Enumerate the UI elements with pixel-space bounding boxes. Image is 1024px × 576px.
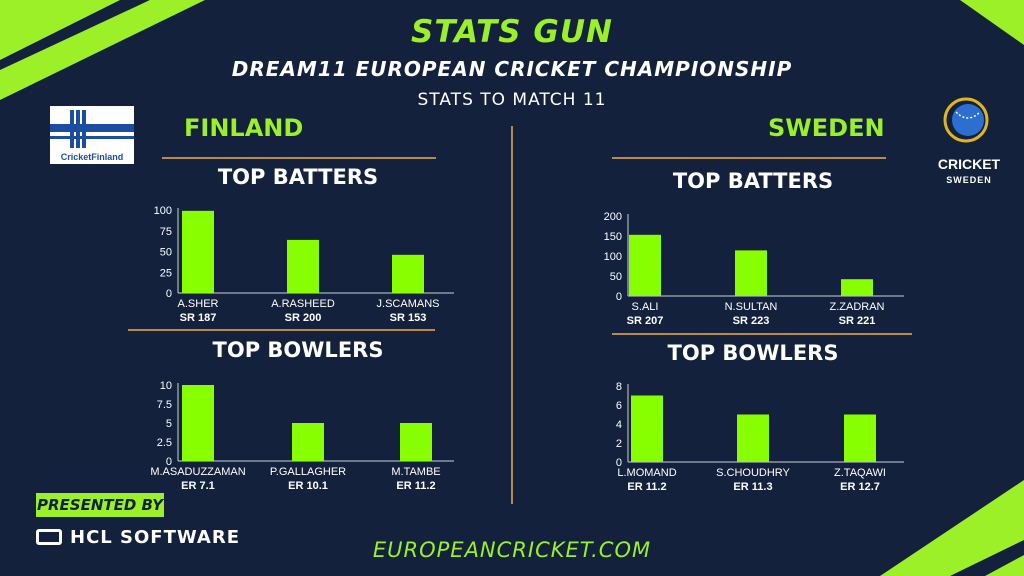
x-category-label: M.TAMBE [391,466,440,478]
chart-sweden-batters-svg: 0 50 100 150 200 S.ALI SR 207 N.SULTAN SR 223 Z.Z… [604,211,904,327]
finland-logo: CricketFinland [50,106,134,164]
y-tick-label: 5 [166,418,172,430]
y-tick-label: 75 [160,226,172,238]
y-tick-label: 50 [610,271,622,283]
stripe-bottom-right-2 [985,555,1024,576]
x-sublabel: SR 153 [390,312,427,324]
bar [737,414,769,462]
x-category-label: J.SCAMANS [377,298,440,310]
y-tick-label: 2 [616,438,622,450]
y-tick-label: 25 [160,267,172,279]
cricket-ball-icon: CRICKET SWEDEN [938,97,1001,185]
sweden-logo: CRICKET SWEDEN [924,96,1014,188]
x-sublabel: SR 207 [627,315,664,327]
x-category-label: Z.TAQAWI [834,467,886,479]
bar [292,423,324,461]
chart-finland-batters: 0 25 50 75 100 A.SHER SR 187 A.RASHEED SR 200 J.S… [138,200,458,330]
y-tick-label: 4 [616,419,622,431]
chart-sweden-bowlers: 0 2 4 6 8 L.MOMAND ER 11.2 S.CHOUDHRY ER 11.3 Z.T… [588,376,908,498]
website-url[interactable]: EUROPEANCRICKET.COM [372,538,652,562]
section-title-sweden-bowlers: TOP BOWLERS [667,341,839,365]
y-tick-label: 6 [616,400,622,412]
x-sublabel: SR 187 [180,312,217,324]
x-category-label: P.GALLAGHER [270,466,346,478]
section-title-finland-batters: TOP BATTERS [217,165,379,189]
y-tick-label: 0 [166,288,172,300]
divider-sweden-top [612,157,886,159]
section-title-finland-bowlers: TOP BOWLERS [212,338,384,362]
x-category-label: A.RASHEED [271,298,335,310]
y-tick-label: 0 [166,456,172,468]
finland-flag-icon: CricketFinland [50,106,134,164]
x-sublabel: SR 221 [839,315,876,327]
chart-sweden-batters: 0 50 100 150 200 S.ALI SR 207 N.SULTAN SR 223 Z.Z… [588,206,908,330]
bar [631,395,663,462]
center-divider [511,126,513,504]
x-sublabel: SR 200 [285,312,322,324]
y-tick-label: 100 [604,251,622,263]
divider-sweden-middle [612,333,912,335]
section-title-sweden-batters: TOP BATTERS [672,169,834,193]
x-category-label: N.SULTAN [725,301,778,313]
divider-finland-middle [128,329,435,331]
bar [844,414,876,462]
sponsor-logo: HCL SOFTWARE [36,527,240,548]
x-sublabel: ER 11.2 [396,480,435,492]
chart-finland-bowlers: 0 2.5 5 7.5 10 M.ASADUZZAMAN ER 7.1 P.GALLAGHER… [138,376,458,498]
sweden-logo-subtext: SWEDEN [946,175,992,185]
y-tick-label: 7.5 [157,399,172,411]
y-tick-label: 2.5 [157,437,172,449]
chart-sweden-bowlers-svg: 0 2 4 6 8 L.MOMAND ER 11.2 S.CHOUDHRY ER 11.3 Z.T… [616,381,904,493]
x-sublabel: SR 223 [733,315,770,327]
y-tick-label: 150 [604,231,622,243]
x-sublabel: ER 12.7 [840,481,880,493]
stats-label: STATS TO MATCH 11 [417,90,607,110]
finland-logo-text: CricketFinland [61,152,124,162]
x-category-label: M.ASADUZZAMAN [150,466,245,478]
y-tick-label: 0 [616,291,622,303]
bar [287,239,319,293]
x-category-label: L.MOMAND [617,467,676,479]
x-sublabel: ER 11.3 [733,481,772,493]
y-tick-label: 200 [604,211,622,223]
chart-finland-bowlers-svg: 0 2.5 5 7.5 10 M.ASADUZZAMAN ER 7.1 P.GALLAGHER… [150,380,454,492]
page-subtitle: DREAM11 EUROPEAN CRICKET CHAMPIONSHIP [231,57,793,81]
sponsor-name: HCL SOFTWARE [70,527,240,548]
chart-finland-batters-svg: 0 25 50 75 100 A.SHER SR 187 A.RASHEED SR 200 J.S… [154,205,454,324]
stripe-top-left-1 [0,0,120,60]
bar [182,385,214,461]
divider-finland-top [162,157,436,159]
x-category-label: S.ALI [632,301,659,313]
y-tick-label: 100 [154,205,172,217]
bar [841,279,873,296]
stripe-bottom-right-1 [880,480,1024,576]
y-tick-label: 10 [160,380,172,392]
y-tick-label: 50 [160,247,172,259]
x-sublabel: ER 11.2 [627,481,666,493]
x-category-label: Z.ZADRAN [830,301,885,313]
team-name-sweden: SWEDEN [768,114,885,142]
stripe-top-left-3 [0,0,175,85]
bar [400,423,432,461]
x-sublabel: ER 10.1 [288,480,328,492]
x-sublabel: ER 7.1 [181,480,215,492]
x-category-label: S.CHOUDHRY [716,467,790,479]
y-tick-label: 8 [616,381,622,393]
stripe-top-left-2 [0,0,205,100]
bar [392,254,424,293]
team-name-finland: FINLAND [184,114,304,142]
x-category-label: A.SHER [178,298,219,310]
bar [182,210,214,293]
page-title: STATS GUN [411,14,613,50]
sweden-logo-text: CRICKET [938,156,1001,172]
presented-by-badge: PRESENTED BY [36,493,164,517]
hcl-logo-icon [36,529,62,545]
bar [629,234,661,296]
y-tick-label: 0 [616,457,622,469]
stripe-top-right [900,0,1024,45]
bar [735,250,767,296]
